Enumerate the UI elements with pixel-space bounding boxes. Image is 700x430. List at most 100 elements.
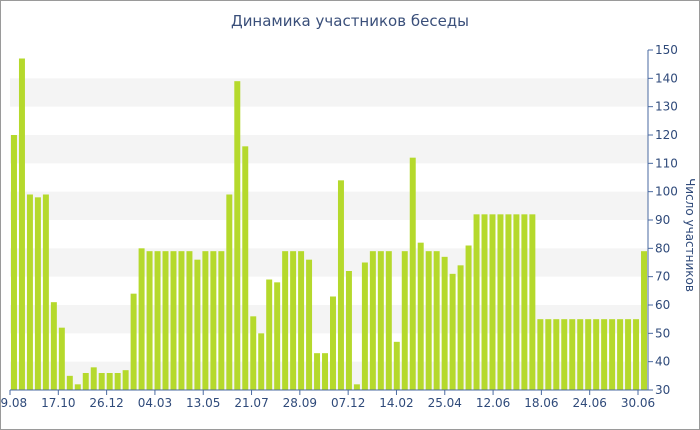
bar [449,273,456,390]
x-tick-label: 25.04 [428,396,462,410]
y-tick-label: 100 [655,185,678,199]
bars [11,58,647,391]
bar [561,319,568,390]
bar [481,214,488,390]
bar [545,319,552,390]
bar [393,341,400,390]
x-tick-label: 09.08 [0,396,27,410]
bar [497,214,504,390]
x-tick-label: 26.12 [89,396,123,410]
grid-band [10,305,648,334]
x-tick-label: 30.06 [621,396,655,410]
bar [625,319,632,390]
x-tick-label: 07.12 [331,396,365,410]
bar [569,319,576,390]
bar [369,251,376,390]
bar [274,282,281,390]
bar [409,157,416,390]
x-tick-label: 12.06 [476,396,510,410]
bar [489,214,496,390]
bar [617,319,624,390]
bar [353,384,360,390]
bar [226,194,233,390]
y-tick-label: 130 [655,100,678,114]
x-tick-label: 18.06 [524,396,558,410]
y-tick-label: 90 [655,213,670,227]
bar [322,353,328,390]
bar [641,251,647,390]
bar [218,251,225,390]
bar [210,251,217,390]
bar [266,279,273,390]
y-axis-label: Число участников [683,178,697,292]
bar [377,251,384,390]
bar [553,319,560,390]
x-tick-label: 24.06 [573,396,607,410]
grid-band [10,135,648,164]
bar [290,251,297,390]
y-tick-label: 40 [655,355,670,369]
x-tick-label: 21.07 [234,396,268,410]
y-ticks: 30 40 50 60 70 80 90 100 110 120 130 140 150 [648,43,678,397]
bar [513,214,520,390]
chart-title: Динамика участников беседы [230,12,470,30]
bar [385,251,392,390]
bar [337,180,344,390]
bar [465,245,472,390]
bar [306,259,313,390]
x-tick-label: 13.05 [186,396,220,410]
y-tick-label: 50 [655,326,670,340]
bar [298,251,305,390]
bar [146,251,153,390]
y-tick-label: 110 [655,156,678,170]
bar [138,248,145,390]
x-ticks: 09.08 17.10 26.12 04.03 13.05 21.07 28.09 07.12… [0,390,655,410]
bar [505,214,512,390]
bar [457,265,464,390]
bar [74,384,81,390]
bar [441,256,448,390]
grid-bands [10,78,648,390]
bar [425,251,432,390]
bar [361,262,368,390]
bar [162,251,169,390]
bar [258,333,265,390]
bar [202,251,209,390]
bar [106,373,113,390]
x-tick-label: 17.10 [41,396,75,410]
bar [417,242,424,390]
bar [577,319,584,390]
bar [50,302,57,390]
grid-band [10,248,648,277]
bar [34,197,41,390]
bar [178,251,185,390]
bar [593,319,600,390]
bar [58,327,65,390]
bar [401,251,408,390]
y-tick-label: 80 [655,241,670,255]
bar [234,81,241,391]
bar [521,214,528,390]
bar [242,146,249,390]
bar [11,135,17,390]
y-tick-label: 30 [655,383,670,397]
bar [433,251,440,390]
bar [170,251,177,390]
bar [26,194,33,390]
bar [473,214,480,390]
bar [122,370,129,390]
bar [601,319,608,390]
x-tick-label: 14.02 [379,396,413,410]
bar [130,293,137,390]
grid-band [10,78,648,107]
bar [90,367,97,390]
bar [633,319,640,390]
bar [537,319,544,390]
bar [42,194,49,390]
bar [585,319,592,390]
bar [345,271,352,390]
bar [250,316,257,390]
bar [314,353,321,390]
x-tick-label: 04.03 [138,396,172,410]
bar [82,373,89,390]
